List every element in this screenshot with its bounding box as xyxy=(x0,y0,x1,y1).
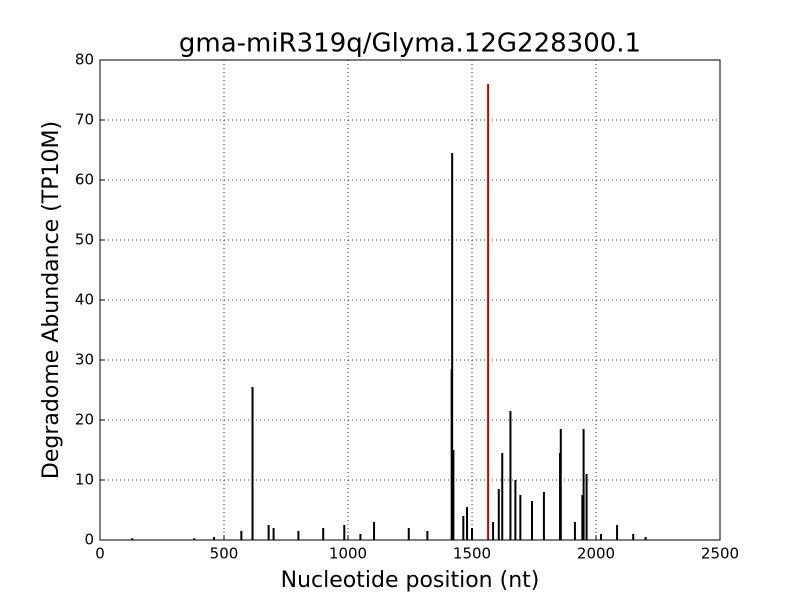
y-tick-label: 0 xyxy=(84,531,94,549)
y-tick-label: 50 xyxy=(75,231,94,249)
x-tick-label: 2500 xyxy=(701,545,739,563)
y-tick-label: 10 xyxy=(75,471,94,489)
y-tick-label: 80 xyxy=(75,51,94,69)
plot-frame xyxy=(99,59,721,541)
y-axis-label: Degradome Abundance (TP10M) xyxy=(39,121,64,479)
x-tick-label: 1000 xyxy=(329,545,367,563)
x-tick-label: 500 xyxy=(210,545,239,563)
x-tick-label: 2000 xyxy=(577,545,615,563)
y-tick-label: 70 xyxy=(75,111,94,129)
y-tick-label: 40 xyxy=(75,291,94,309)
y-tick-label: 20 xyxy=(75,411,94,429)
chart-title: gma-miR319q/Glyma.12G228300.1 xyxy=(179,29,641,59)
x-axis-label: Nucleotide position (nt) xyxy=(281,568,540,593)
x-tick-label: 1500 xyxy=(453,545,491,563)
y-tick-label: 30 xyxy=(75,351,94,369)
y-tick-label: 60 xyxy=(75,171,94,189)
x-tick-label: 0 xyxy=(95,545,105,563)
